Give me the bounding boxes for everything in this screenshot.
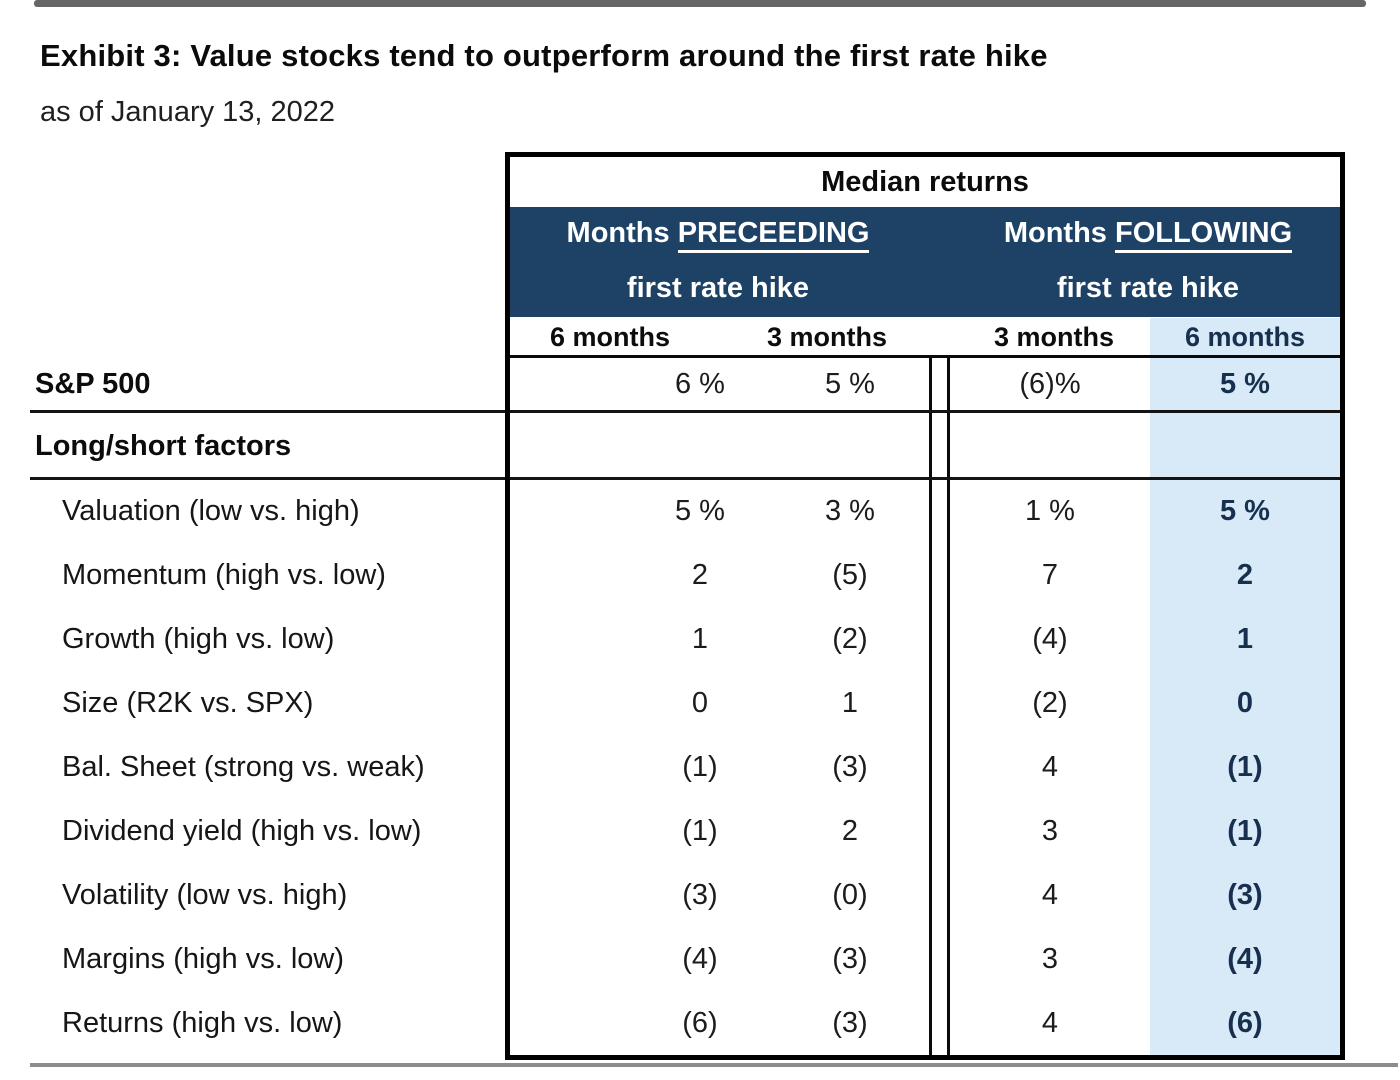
cell-value: 5 %	[825, 367, 875, 400]
row-label: Valuation (low vs. high)	[62, 494, 360, 527]
section-label: Long/short factors	[35, 430, 292, 462]
cell-value: (4)	[1032, 622, 1068, 655]
cell-value: 7	[1041, 558, 1059, 591]
cell-value: (1)	[682, 814, 718, 847]
cell-value: (3)	[682, 878, 718, 911]
bottom-page-rule	[30, 1063, 1398, 1067]
cell-value: 1	[841, 686, 859, 719]
months-prefix: Months	[566, 217, 670, 249]
cell-value: (5)	[832, 558, 868, 591]
months-preceding-label: Months PRECEEDING	[566, 217, 870, 253]
table-row: Volatility (low vs. high) (3) (0) 4 (3)	[30, 863, 1345, 927]
cell-value: (6)%	[1019, 367, 1081, 400]
cell-value: 3	[1041, 814, 1059, 847]
section-rule	[30, 410, 1345, 413]
exhibit-title: Exhibit 3: Value stocks tend to outperfo…	[40, 38, 1048, 73]
banner-preceding: Months PRECEEDING first rate hike	[510, 207, 926, 317]
months-prefix: Months	[1003, 217, 1107, 249]
months-following-label: Months FOLLOWING	[1003, 217, 1293, 253]
first-rate-hike-label-right: first rate hike	[1056, 272, 1240, 304]
cell-value: 0	[1236, 686, 1254, 719]
row-label: S&P 500	[35, 367, 151, 400]
cell-value: (3)	[832, 1006, 868, 1039]
banner-following: Months FOLLOWING first rate hike	[926, 207, 1340, 317]
column-header-3m-preceding: 3 months	[766, 321, 887, 352]
cell-value: (0)	[832, 878, 868, 911]
row-label: Size (R2K vs. SPX)	[62, 686, 314, 719]
cell-value: 6 %	[675, 367, 725, 400]
row-label: Dividend yield (high vs. low)	[62, 814, 422, 847]
cell-value: (2)	[1032, 686, 1068, 719]
table-row: Returns (high vs. low) (6) (3) 4 (6)	[30, 991, 1345, 1055]
cell-value: (1)	[682, 750, 718, 783]
cell-value: 1 %	[1025, 494, 1075, 527]
table-section-row: Long/short factors	[30, 416, 1345, 477]
row-label: Returns (high vs. low)	[62, 1006, 343, 1039]
rate-hike-banner: Months PRECEEDING first rate hike Months…	[510, 207, 1340, 317]
cell-value: 3 %	[825, 494, 875, 527]
cell-value: (3)	[832, 942, 868, 975]
cell-value: 5 %	[1220, 367, 1270, 400]
cell-value: 3	[1041, 942, 1059, 975]
table-row: Dividend yield (high vs. low) (1) 2 3 (1…	[30, 799, 1345, 863]
table-row: Momentum (high vs. low) 2 (5) 7 2	[30, 543, 1345, 607]
column-header-6m-following: 6 months	[1184, 321, 1305, 352]
cell-value: (3)	[832, 750, 868, 783]
cell-value: 2	[691, 558, 709, 591]
table-row: Size (R2K vs. SPX) 0 1 (2) 0	[30, 671, 1345, 735]
column-divider-line	[929, 358, 932, 1055]
section-rule	[30, 477, 1345, 480]
cell-value: (6)	[1227, 1006, 1263, 1039]
table-row: Valuation (low vs. high) 5 % 3 % 1 % 5 %	[30, 479, 1345, 543]
table-row: Margins (high vs. low) (4) (3) 3 (4)	[30, 927, 1345, 991]
cell-value: (4)	[1227, 942, 1263, 975]
row-label: Growth (high vs. low)	[62, 622, 335, 655]
cell-value: 4	[1041, 1006, 1059, 1039]
highlight-column-background	[1150, 318, 1340, 1055]
first-rate-hike-label-left: first rate hike	[626, 272, 810, 304]
cell-value: 5 %	[675, 494, 725, 527]
following-emphasis: FOLLOWING	[1114, 217, 1293, 253]
preceding-emphasis: PRECEEDING	[677, 217, 870, 253]
subheader-rule	[505, 355, 1345, 358]
median-returns-header: Median returns	[821, 165, 1029, 198]
cell-value: 1	[1236, 622, 1254, 655]
column-divider-line	[947, 358, 950, 1055]
column-header-3m-following: 3 months	[993, 321, 1114, 352]
cell-value: (4)	[682, 942, 718, 975]
cell-value: (1)	[1227, 750, 1263, 783]
table-row: Growth (high vs. low) 1 (2) (4) 1	[30, 607, 1345, 671]
cell-value: (1)	[1227, 814, 1263, 847]
row-label: Margins (high vs. low)	[62, 942, 345, 975]
cell-value: 4	[1041, 878, 1059, 911]
cell-value: 0	[691, 686, 709, 719]
row-label: Bal. Sheet (strong vs. weak)	[62, 750, 425, 783]
cell-value: (2)	[832, 622, 868, 655]
column-header-6m-preceding: 6 months	[549, 321, 670, 352]
cell-value: (3)	[1227, 878, 1263, 911]
table-row: S&P 500 6 % 5 % (6)% 5 %	[30, 358, 1345, 410]
row-label: Volatility (low vs. high)	[62, 878, 348, 911]
exhibit-date: as of January 13, 2022	[40, 96, 336, 128]
top-page-rule	[34, 0, 1366, 7]
cell-value: 1	[691, 622, 709, 655]
cell-value: (6)	[682, 1006, 718, 1039]
table-row: Bal. Sheet (strong vs. weak) (1) (3) 4 (…	[30, 735, 1345, 799]
cell-value: 4	[1041, 750, 1059, 783]
cell-value: 5 %	[1220, 494, 1270, 527]
cell-value: 2	[841, 814, 859, 847]
row-label: Momentum (high vs. low)	[62, 558, 386, 591]
cell-value: 2	[1236, 558, 1254, 591]
